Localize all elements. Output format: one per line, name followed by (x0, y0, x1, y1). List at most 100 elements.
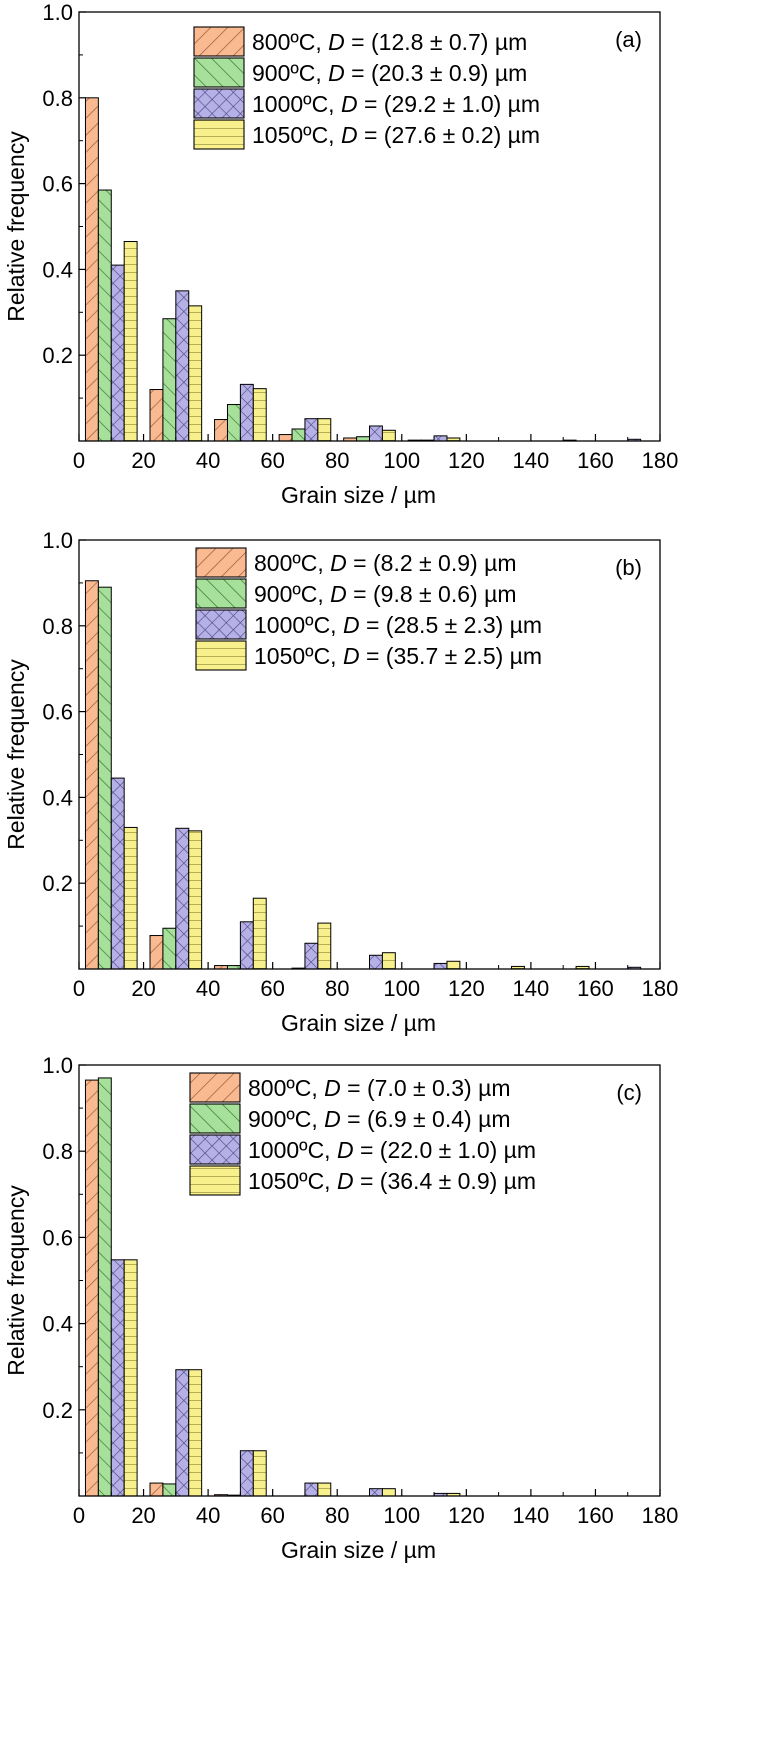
y-tick-label: 0.2 (42, 1398, 73, 1423)
bar-1050c-90 (381, 1488, 396, 1497)
y-tick-label: 0.8 (42, 614, 73, 639)
legend-label-1000c: 1000ºC, D = (28.5 ± 2.3) µm (254, 612, 542, 638)
bar-800c-70 (278, 434, 293, 442)
bar-800c-10 (84, 580, 99, 970)
bar-1050c-10 (123, 826, 138, 970)
y-tick-label: 0.2 (42, 871, 73, 896)
x-tick-label: 180 (642, 976, 679, 1001)
x-tick-label: 180 (642, 1503, 679, 1528)
x-tick-label: 160 (577, 976, 614, 1001)
bar-1050c-110 (446, 960, 461, 970)
legend-swatch-1000c (193, 88, 245, 119)
y-tick-label: 0.6 (42, 1225, 73, 1250)
bar-1050c-90 (381, 429, 396, 442)
y-axis-label: Relative frequency (3, 659, 29, 850)
legend-swatch-800c (193, 26, 245, 57)
x-tick-label: 80 (325, 1503, 349, 1528)
panel-c: 0 20 40 60 80 100 120 140 160 180 0.2 0.4 0.6 0.8 1.0 G… (3, 1053, 678, 1563)
bar-1000c-30 (175, 827, 190, 970)
panel-a: 0 20 40 60 80 100 120 140 160 180 0.2 0.4 0.6 0.8 1.0 G… (3, 0, 678, 508)
y-tick-label: 0.8 (42, 1139, 73, 1164)
y-tick-label: 0.4 (42, 257, 73, 282)
y-axis-label: Relative frequency (3, 131, 29, 322)
bar-1050c-10 (123, 1259, 138, 1497)
x-tick-label: 160 (577, 448, 614, 473)
bar-1000c-90 (369, 425, 383, 442)
bar-1050c-50 (252, 897, 267, 970)
bar-900c-30 (162, 318, 177, 442)
bar-1000c-110 (433, 435, 448, 442)
x-tick-label: 0 (73, 976, 85, 1001)
bar-1050c-90 (381, 952, 396, 970)
x-tick-label: 160 (577, 1503, 614, 1528)
legend-label-800c: 800ºC, D = (7.0 ± 0.3) µm (248, 1075, 510, 1101)
legend-swatch-900c (193, 57, 245, 88)
x-tick-label: 100 (383, 448, 420, 473)
y-tick-label: 0.8 (42, 86, 73, 111)
panel-label: (a) (615, 27, 642, 52)
bar-1050c-70 (317, 922, 332, 970)
bar-1050c-70 (317, 1482, 332, 1497)
bar-1050c-50 (252, 388, 267, 442)
bar-1050c-50 (252, 1450, 267, 1497)
x-tick-label: 180 (642, 448, 679, 473)
x-tick-label: 0 (73, 448, 85, 473)
y-tick-label: 0.6 (42, 700, 73, 725)
legend-label-900c: 900ºC, D = (20.3 ± 0.9) µm (252, 60, 527, 86)
legend: 800ºC, D = (12.8 ± 0.7) µm 900ºC, D = (20… (193, 26, 540, 150)
x-axis-label: Grain size / µm (281, 482, 436, 508)
x-tick-label: 100 (383, 1503, 420, 1528)
bar-1000c-90 (369, 954, 383, 970)
x-tick-label: 20 (131, 976, 155, 1001)
bar-1000c-50 (239, 921, 254, 970)
x-tick-label: 20 (131, 448, 155, 473)
panel-label: (c) (616, 1080, 642, 1105)
y-tick-label: 0.6 (42, 172, 73, 197)
x-tick-label: 80 (325, 976, 349, 1001)
x-tick-label: 40 (196, 448, 220, 473)
x-tick-label: 0 (73, 1503, 85, 1528)
bar-1050c-30 (188, 305, 203, 442)
panel-label: (b) (615, 555, 642, 580)
bar-900c-30 (162, 927, 177, 970)
legend-swatch-800c (195, 547, 247, 578)
x-tick-label: 140 (513, 976, 550, 1001)
legend-label-1000c: 1000ºC, D = (22.0 ± 1.0) µm (248, 1137, 536, 1163)
bar-1000c-10 (110, 777, 125, 970)
bar-1050c-10 (123, 241, 138, 442)
bar-1000c-30 (175, 290, 190, 442)
x-tick-label: 20 (131, 1503, 155, 1528)
bar-1000c-50 (239, 383, 254, 442)
y-axis-label: Relative frequency (3, 1185, 29, 1376)
legend-swatch-1000c (195, 609, 247, 640)
y-tick-label: 0.4 (42, 1312, 73, 1337)
x-tick-label: 100 (383, 976, 420, 1001)
legend-label-800c: 800ºC, D = (12.8 ± 0.7) µm (252, 29, 527, 55)
bar-1050c-30 (188, 1369, 203, 1497)
x-tick-label: 140 (513, 448, 550, 473)
y-tick-label: 1.0 (42, 1053, 73, 1078)
legend-label-900c: 900ºC, D = (6.9 ± 0.4) µm (248, 1106, 510, 1132)
legend-label-900c: 900ºC, D = (9.8 ± 0.6) µm (254, 581, 516, 607)
bar-900c-10 (97, 189, 112, 442)
bar-900c-30 (162, 1483, 177, 1497)
legend-swatch-1050c (193, 119, 245, 150)
y-tick-label: 1.0 (42, 528, 73, 553)
bar-1050c-70 (317, 418, 332, 442)
legend-label-1000c: 1000ºC, D = (29.2 ± 1.0) µm (252, 91, 540, 117)
x-tick-label: 120 (448, 448, 485, 473)
legend-label-1050c: 1050ºC, D = (36.4 ± 0.9) µm (248, 1168, 536, 1194)
legend-label-800c: 800ºC, D = (8.2 ± 0.9) µm (254, 550, 516, 576)
bar-800c-10 (84, 97, 99, 442)
legend: 800ºC, D = (8.2 ± 0.9) µm 900ºC, D = (9.8… (195, 547, 542, 671)
bar-1000c-90 (369, 1488, 383, 1497)
x-tick-label: 120 (448, 1503, 485, 1528)
bar-800c-10 (84, 1079, 99, 1497)
x-tick-label: 140 (513, 1503, 550, 1528)
x-tick-label: 60 (260, 1503, 284, 1528)
panel-b: 0 20 40 60 80 100 120 140 160 180 0.2 0.4 0.6 0.8 1.0 G… (3, 528, 678, 1036)
bar-800c-30 (149, 935, 164, 970)
legend-swatch-800c (189, 1072, 241, 1103)
legend-label-1050c: 1050ºC, D = (35.7 ± 2.5) µm (254, 643, 542, 669)
